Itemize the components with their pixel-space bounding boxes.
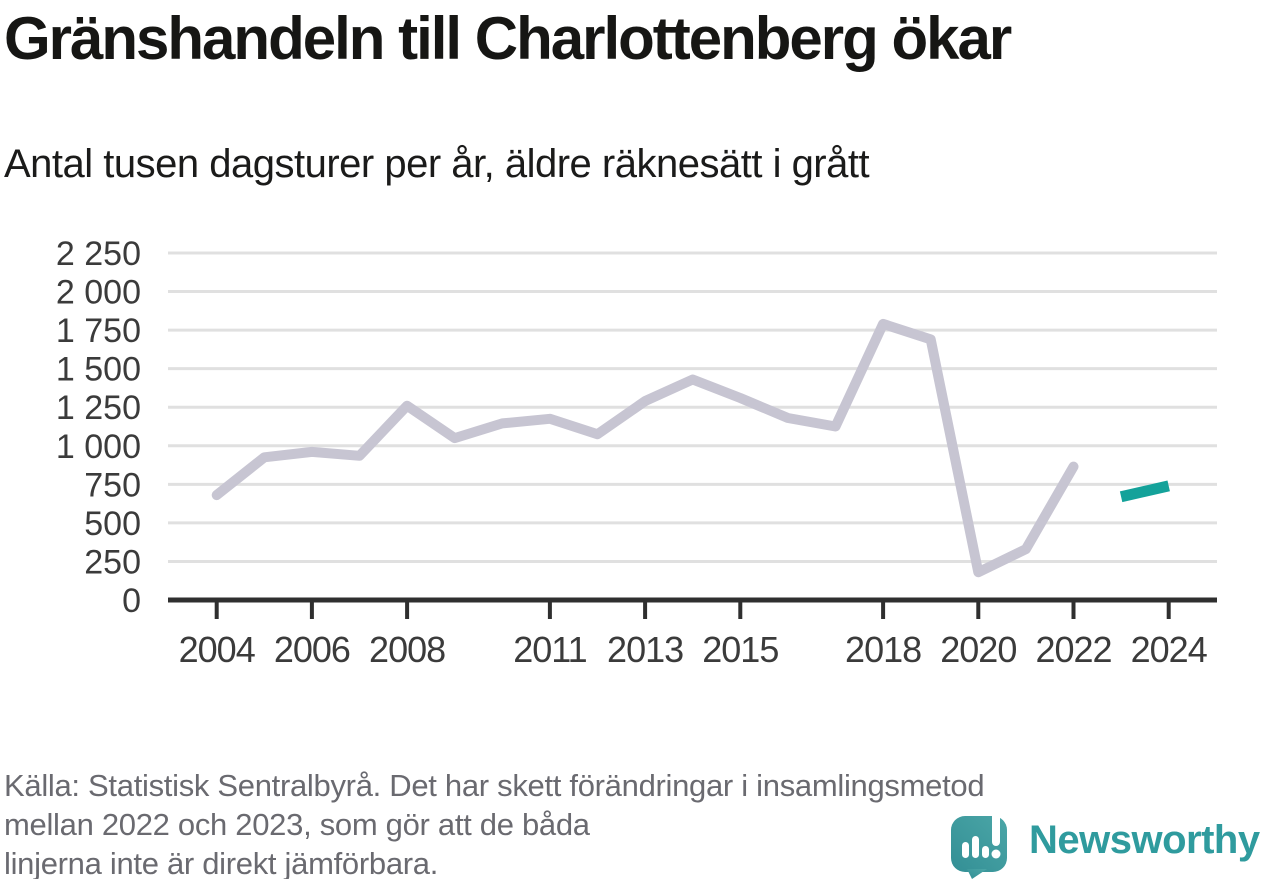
speech-bubble-tail: [967, 869, 987, 879]
y-tick-label: 1 750: [56, 312, 141, 350]
x-tick-label: 2011: [513, 629, 586, 670]
series-line: [211, 318, 1079, 578]
newsworthy-wordmark: Newsworthy: [1029, 818, 1260, 862]
bar-chart-bar: [982, 846, 989, 858]
x-tick-label: 2015: [702, 629, 778, 670]
x-tick-label: 2018: [845, 629, 921, 670]
y-tick-label: 2 250: [56, 235, 141, 273]
x-tick-label: 2020: [940, 629, 1016, 670]
series-line: [1119, 480, 1170, 503]
x-axis-tick-labels: 2004 2006 2008 2011 2013 2015 2018 2020 2022 2024: [179, 629, 1208, 670]
x-tick-label: 2024: [1131, 629, 1207, 670]
x-tick-label: 2013: [607, 629, 683, 670]
x-tick-label: 2006: [274, 629, 350, 670]
exclamation-stem: [992, 811, 1000, 846]
y-tick-label: 2 000: [56, 274, 141, 312]
x-tick-label: 2004: [179, 629, 255, 670]
newsworthy-logo: Newsworthy: [949, 810, 1260, 879]
x-axis: [168, 597, 1217, 619]
y-tick-label: 250: [84, 543, 141, 581]
y-tick-label: 750: [84, 466, 141, 504]
y-tick-label: 1 250: [56, 389, 141, 427]
x-tick-label: 2022: [1035, 629, 1111, 670]
y-tick-label: 1 000: [56, 428, 141, 466]
y-tick-label: 1 500: [56, 351, 141, 389]
bar-chart-bar: [962, 842, 969, 858]
x-tick-label: 2008: [369, 629, 445, 670]
source-note: Källa: Statistisk Sentralbyrå. Det har s…: [4, 766, 985, 879]
gridlines: [168, 251, 1217, 563]
y-tick-label: 0: [122, 582, 141, 620]
y-tick-label: 500: [84, 505, 141, 543]
page-title: Gränshandeln till Charlottenberg ökar: [4, 5, 1012, 72]
source-note-line: mellan 2022 och 2023, som gör att de båd…: [4, 807, 590, 842]
chart-subtitle: Antal tusen dagsturer per år, äldre räkn…: [4, 142, 870, 186]
chart-series-lines: [211, 318, 1170, 578]
exclamation-dot: [991, 849, 1001, 859]
bar-chart-bar: [972, 836, 979, 858]
source-note-line: linjerna inte är direkt jämförbara.: [4, 846, 439, 879]
source-note-line: Källa: Statistisk Sentralbyrå. Det har s…: [4, 768, 985, 803]
newsworthy-bubble-bars-icon: [951, 811, 1007, 879]
